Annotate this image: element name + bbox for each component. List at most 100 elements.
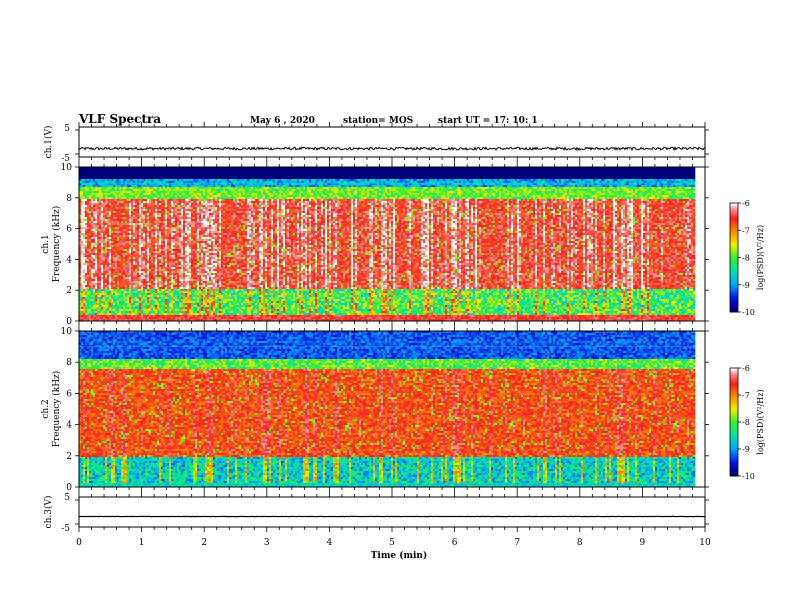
- spectrogram-cell: [137, 233, 139, 235]
- spectrogram-cell: [87, 269, 89, 271]
- spectrogram-cell: [121, 237, 123, 239]
- spectrogram-cell: [87, 221, 89, 223]
- spectrogram-cell: [87, 283, 89, 285]
- spectrogram-cell: [103, 291, 105, 293]
- spectrogram-cell: [159, 215, 161, 217]
- spectrogram-cell: [101, 309, 103, 311]
- spectrogram-cell: [129, 257, 131, 259]
- spectrogram-cell: [153, 295, 155, 297]
- spectrogram-cell: [145, 193, 147, 195]
- spectrogram-cell: [119, 201, 121, 203]
- spectrogram-cell: [133, 229, 135, 231]
- spectrogram-cell: [133, 269, 135, 271]
- spectrogram-cell: [121, 221, 123, 223]
- spectrogram-cell: [109, 299, 111, 301]
- spectrogram-cell: [97, 295, 99, 297]
- spectrogram-cell: [93, 271, 95, 273]
- spectrogram-cell: [161, 287, 163, 289]
- spectrogram-cell: [119, 305, 121, 307]
- spectrogram-cell: [119, 227, 121, 229]
- spectrogram-cell: [123, 299, 125, 301]
- spectrogram-cell: [143, 195, 145, 197]
- spectrogram-cell: [105, 313, 107, 315]
- spectrogram-cell: [121, 299, 123, 301]
- spectrogram-cell: [147, 201, 149, 203]
- spectrogram-cell: [157, 221, 159, 223]
- spectrogram-cell: [115, 305, 117, 307]
- spectrogram-cell: [135, 197, 137, 199]
- spectrogram-cell: [89, 189, 91, 191]
- spectrogram-cell: [109, 227, 111, 229]
- spectrogram-cell: [99, 173, 101, 175]
- spectrogram-cell: [87, 189, 89, 191]
- spectrogram-cell: [101, 291, 103, 293]
- spectrogram-cell: [125, 265, 127, 267]
- spectrogram-cell: [165, 179, 167, 181]
- spectrogram-cell: [159, 263, 161, 265]
- spectrogram-cell: [109, 315, 111, 317]
- spectrogram-cell: [85, 249, 87, 251]
- spectrogram-cell: [97, 177, 99, 179]
- spectrogram-cell: [153, 179, 155, 181]
- spectrogram-cell: [155, 279, 157, 281]
- spectrogram-cell: [167, 273, 169, 275]
- spectrogram-cell: [87, 205, 89, 207]
- spectrogram-cell: [131, 213, 133, 215]
- spectrogram-cell: [161, 205, 163, 207]
- spectrogram-cell: [123, 251, 125, 253]
- spectrogram-cell: [135, 249, 137, 251]
- spectrogram-cell: [163, 237, 165, 239]
- spectrogram-cell: [163, 271, 165, 273]
- spectrogram-cell: [133, 211, 135, 213]
- spectrogram-cell: [169, 311, 171, 313]
- spectrogram-cell: [139, 271, 141, 273]
- spectrogram-cell: [159, 257, 161, 259]
- spectrogram-cell: [143, 251, 145, 253]
- spectrogram-cell: [159, 197, 161, 199]
- spectrogram-cell: [153, 267, 155, 269]
- spectrogram-cell: [115, 221, 117, 223]
- spectrogram-cell: [149, 313, 151, 315]
- spectrogram-cell: [147, 307, 149, 309]
- spectrogram-cell: [127, 201, 129, 203]
- spectrogram-cell: [85, 169, 87, 171]
- spectrogram-cell: [113, 209, 115, 211]
- spectrogram-cell: [135, 203, 137, 205]
- spectrogram-cell: [133, 237, 135, 239]
- spectrogram-cell: [131, 301, 133, 303]
- spectrogram-cell: [167, 187, 169, 189]
- spectrogram-cell: [157, 309, 159, 311]
- spectrogram-cell: [95, 221, 97, 223]
- spectrogram-cell: [109, 201, 111, 203]
- spectrogram-cell: [117, 293, 119, 295]
- spectrogram-cell: [105, 267, 107, 269]
- spectrogram-cell: [99, 207, 101, 209]
- spectrogram-cell: [95, 195, 97, 197]
- spectrogram-cell: [141, 211, 143, 213]
- spectrogram-cell: [167, 231, 169, 233]
- spectrogram-cell: [135, 179, 137, 181]
- spectrogram-cell: [101, 263, 103, 265]
- spectrogram-cell: [131, 221, 133, 223]
- spectrogram-cell: [129, 243, 131, 245]
- spectrogram-cell: [121, 215, 123, 217]
- spectrogram-cell: [141, 217, 143, 219]
- station-label: station= MOS: [343, 116, 413, 126]
- spectrogram-cell: [167, 245, 169, 247]
- spectrogram-cell: [145, 247, 147, 249]
- spectrogram-cell: [133, 215, 135, 217]
- spectrogram-cell: [91, 241, 93, 243]
- spectrogram-cell: [111, 229, 113, 231]
- spectrogram-cell: [169, 299, 171, 301]
- spectrogram-cell: [159, 213, 161, 215]
- spectrogram-cell: [127, 279, 129, 281]
- spectrogram-cell: [153, 305, 155, 307]
- spectrogram-cell: [105, 169, 107, 171]
- spectrogram-cell: [97, 199, 99, 201]
- spectrogram-cell: [95, 239, 97, 241]
- spectrogram-cell: [157, 213, 159, 215]
- spectrogram-cell: [159, 259, 161, 261]
- spectrogram-cell: [115, 263, 117, 265]
- spectrogram-cell: [89, 229, 91, 231]
- spectrogram-cell: [101, 287, 103, 289]
